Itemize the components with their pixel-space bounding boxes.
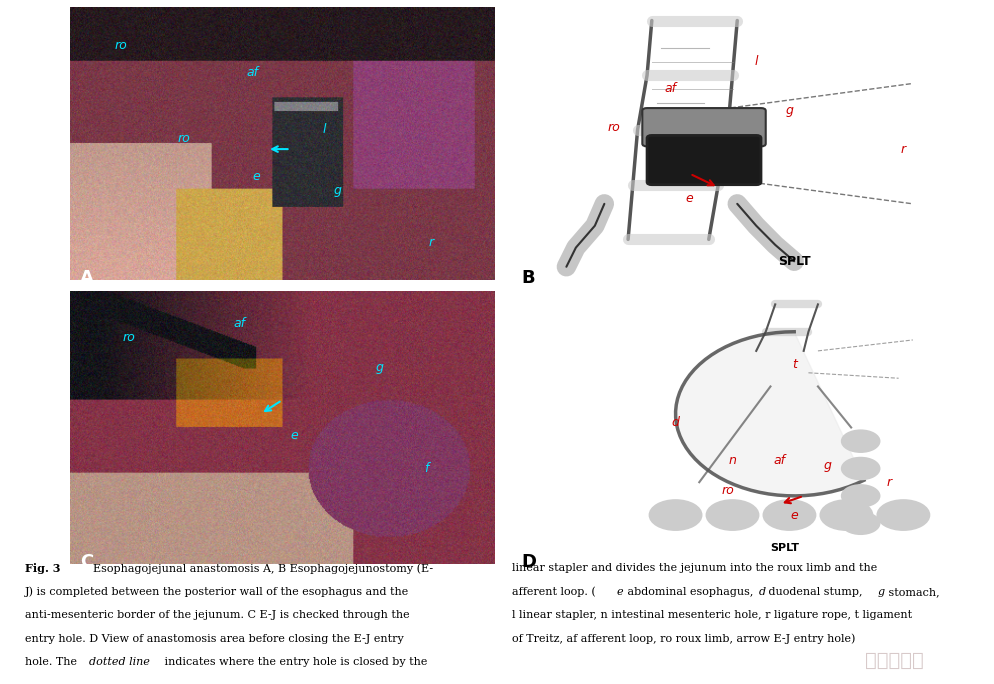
Text: n: n bbox=[729, 453, 737, 467]
Text: Fig. 3: Fig. 3 bbox=[25, 564, 61, 575]
Text: af: af bbox=[247, 66, 258, 79]
Text: abdominal esophagus,: abdominal esophagus, bbox=[624, 587, 757, 596]
Text: J) is completed between the posterior wall of the esophagus and the: J) is completed between the posterior wa… bbox=[25, 587, 410, 597]
Text: anti-mesenteric border of the jejunum. C E-J is checked through the: anti-mesenteric border of the jejunum. C… bbox=[25, 610, 410, 620]
Text: ro: ro bbox=[122, 330, 135, 344]
Text: e: e bbox=[686, 192, 694, 205]
Text: e: e bbox=[790, 508, 798, 522]
Text: linear stapler and divides the jejunum into the roux limb and the: linear stapler and divides the jejunum i… bbox=[512, 564, 877, 573]
Circle shape bbox=[842, 430, 880, 452]
Text: Esophagojejunal anastomosis A, B Esophagojejunostomy (E-: Esophagojejunal anastomosis A, B Esophag… bbox=[86, 564, 433, 574]
Text: D: D bbox=[521, 553, 537, 571]
Circle shape bbox=[820, 500, 873, 530]
Text: entry hole. D View of anastomosis area before closing the E-J entry: entry hole. D View of anastomosis area b… bbox=[25, 633, 404, 644]
Text: af: af bbox=[665, 82, 677, 96]
Text: 好大夫在线: 好大夫在线 bbox=[865, 651, 923, 670]
Text: g: g bbox=[333, 183, 341, 197]
Text: g: g bbox=[376, 360, 384, 374]
Text: g: g bbox=[878, 587, 885, 596]
Circle shape bbox=[842, 485, 880, 507]
Text: e: e bbox=[616, 587, 623, 596]
Text: A: A bbox=[81, 269, 94, 287]
Text: e: e bbox=[252, 170, 260, 183]
Text: d: d bbox=[672, 415, 680, 429]
Text: g: g bbox=[785, 104, 793, 118]
Text: indicates where the entry hole is closed by the: indicates where the entry hole is closed… bbox=[161, 657, 427, 667]
Text: af: af bbox=[234, 317, 246, 330]
Text: af: af bbox=[774, 453, 786, 467]
Text: duodenal stump,: duodenal stump, bbox=[765, 587, 867, 596]
Circle shape bbox=[842, 458, 880, 479]
Text: of Treitz, af afferent loop, ro roux limb, arrow E-J entry hole): of Treitz, af afferent loop, ro roux lim… bbox=[512, 633, 855, 644]
Text: C: C bbox=[81, 553, 93, 571]
Text: B: B bbox=[521, 269, 535, 287]
Text: ro: ro bbox=[114, 38, 127, 52]
Text: ro: ro bbox=[607, 120, 620, 134]
Text: t: t bbox=[792, 358, 796, 371]
Text: r: r bbox=[887, 475, 892, 489]
Text: l linear stapler, n intestinal mesenteric hole, r ligature rope, t ligament: l linear stapler, n intestinal mesenteri… bbox=[512, 610, 912, 620]
Text: l: l bbox=[323, 123, 326, 137]
Circle shape bbox=[842, 512, 880, 534]
Polygon shape bbox=[676, 332, 864, 496]
Text: stomach,: stomach, bbox=[885, 587, 939, 596]
Circle shape bbox=[878, 500, 929, 530]
Text: ro: ro bbox=[722, 484, 735, 497]
Text: SPLT: SPLT bbox=[778, 254, 810, 268]
Text: ro: ro bbox=[178, 131, 191, 145]
Text: r: r bbox=[901, 142, 906, 156]
Text: f: f bbox=[424, 462, 428, 475]
Circle shape bbox=[763, 500, 815, 530]
Text: afferent loop. (: afferent loop. ( bbox=[512, 587, 595, 597]
Text: d: d bbox=[758, 587, 765, 596]
Text: SPLT: SPLT bbox=[770, 543, 799, 553]
Text: e: e bbox=[291, 429, 298, 443]
Text: l: l bbox=[754, 55, 758, 68]
FancyBboxPatch shape bbox=[647, 135, 761, 185]
Text: r: r bbox=[428, 235, 433, 249]
Text: g: g bbox=[823, 459, 831, 473]
FancyBboxPatch shape bbox=[642, 108, 765, 146]
Circle shape bbox=[649, 500, 702, 530]
Text: dotted line: dotted line bbox=[89, 657, 150, 667]
Circle shape bbox=[707, 500, 758, 530]
Text: hole. The: hole. The bbox=[25, 657, 81, 667]
